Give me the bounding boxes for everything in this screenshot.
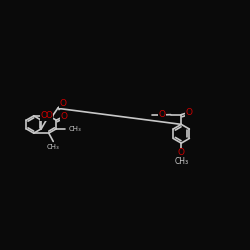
Text: O: O: [60, 112, 67, 121]
Text: CH₃: CH₃: [174, 157, 188, 166]
Text: O: O: [45, 111, 52, 120]
Text: O: O: [178, 148, 185, 158]
Text: CH₃: CH₃: [47, 144, 60, 150]
Text: CH₃: CH₃: [68, 126, 81, 132]
Text: O: O: [60, 98, 66, 108]
Text: O: O: [186, 108, 193, 117]
Text: O: O: [40, 111, 47, 120]
Text: O: O: [158, 110, 165, 120]
